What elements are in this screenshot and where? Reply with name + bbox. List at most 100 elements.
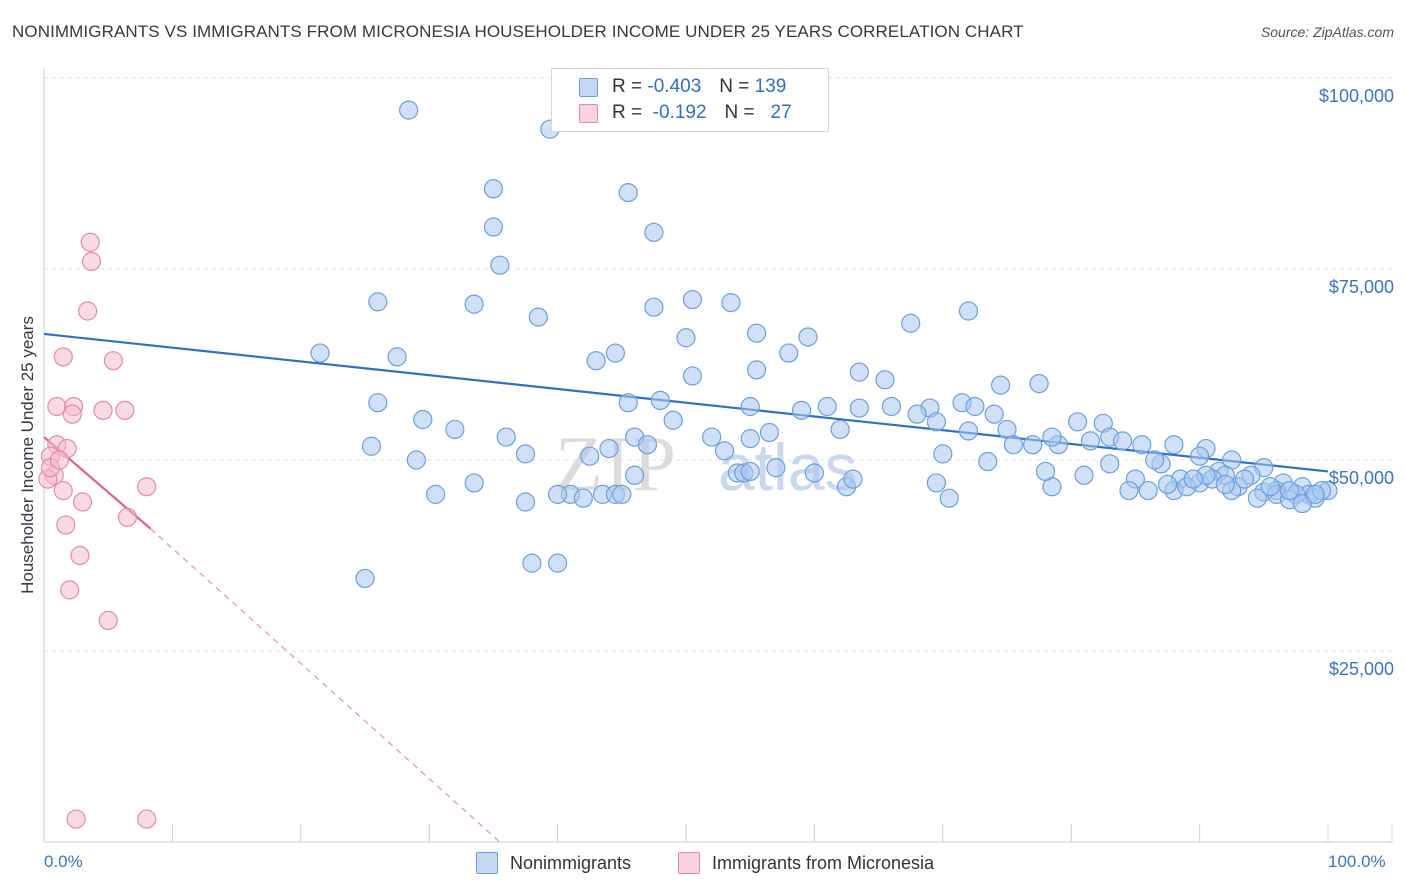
data-point — [483, 179, 503, 199]
legend-item-nonimmigrants[interactable]: Nonimmigrants — [476, 852, 631, 874]
data-point — [1164, 435, 1184, 455]
data-point — [721, 293, 741, 313]
swatch-blue — [476, 852, 498, 874]
data-point — [117, 507, 138, 527]
r-label: R = — [612, 102, 643, 123]
data-point — [650, 390, 670, 411]
data-point — [522, 553, 542, 573]
data-point — [53, 347, 73, 367]
data-point — [984, 404, 1004, 424]
data-point — [368, 393, 388, 413]
data-point — [740, 429, 760, 449]
data-point — [580, 446, 600, 466]
data-point — [1023, 435, 1043, 455]
data-point — [1132, 435, 1152, 455]
data-point — [93, 400, 113, 420]
trend-line-extension — [150, 528, 501, 843]
data-point — [1003, 435, 1024, 455]
data-point — [933, 444, 953, 464]
data-point — [80, 232, 100, 252]
data-point — [907, 404, 927, 424]
n-value: 27 — [770, 102, 792, 123]
data-point — [682, 289, 703, 310]
data-point — [990, 375, 1011, 395]
data-point — [53, 480, 73, 501]
swatch-pink — [678, 852, 700, 874]
y-axis-label: Householder Income Under 25 years — [18, 316, 37, 594]
data-point — [1080, 431, 1101, 451]
data-point — [66, 809, 86, 829]
data-point — [515, 444, 536, 464]
y-tick-100000: $100,000 — [1318, 86, 1394, 106]
data-point — [676, 328, 696, 348]
data-point — [368, 292, 388, 312]
gridlines — [44, 77, 1392, 652]
data-point — [605, 343, 625, 363]
swatch-blue — [579, 77, 598, 97]
data-point — [875, 370, 895, 390]
data-point — [926, 412, 946, 432]
data-point — [958, 301, 979, 321]
data-point — [1074, 465, 1094, 485]
data-point — [849, 362, 869, 382]
n-value: 139 — [754, 76, 787, 97]
data-point — [137, 809, 157, 829]
r-label: R = — [612, 76, 643, 97]
data-point — [547, 484, 568, 504]
data-point — [1305, 484, 1325, 504]
data-point — [70, 545, 90, 566]
data-point — [1138, 480, 1158, 501]
data-point — [310, 343, 330, 363]
data-point — [1215, 474, 1235, 495]
data-point — [759, 422, 780, 443]
data-point — [849, 398, 869, 418]
data-point — [1119, 480, 1139, 501]
data-point — [515, 492, 536, 512]
y-tick-50000: $50,000 — [1328, 468, 1394, 488]
data-point — [958, 421, 979, 441]
legend-item-micronesia[interactable]: Immigrants from Micronesia — [678, 852, 934, 874]
n-label: N = — [724, 102, 755, 123]
data-point — [804, 463, 825, 483]
y-tick-75000: $75,000 — [1328, 277, 1394, 297]
data-point — [1068, 412, 1088, 432]
data-point — [1189, 446, 1210, 466]
data-point — [618, 183, 638, 203]
data-point — [496, 427, 516, 447]
data-point — [1247, 488, 1267, 508]
data-point — [612, 484, 632, 504]
data-point — [103, 351, 123, 371]
data-point — [1035, 461, 1056, 482]
data-point — [483, 217, 503, 237]
data-point — [881, 396, 902, 417]
data-point — [115, 400, 135, 420]
data-point — [78, 301, 98, 321]
data-point — [1029, 374, 1049, 394]
data-point — [1145, 450, 1165, 470]
data-point — [926, 473, 946, 493]
data-point — [779, 343, 799, 363]
data-point — [791, 400, 812, 420]
data-point — [740, 396, 760, 417]
data-point — [747, 323, 767, 343]
data-point — [355, 568, 375, 589]
r-value: -0.403 — [647, 76, 702, 97]
data-point — [1042, 427, 1062, 447]
stats-row-micronesia: R = -0.192 N = 27 — [579, 102, 792, 124]
data-point — [798, 327, 818, 347]
data-point — [1100, 454, 1120, 474]
data-point — [901, 313, 921, 333]
stats-legend: R = -0.403 N = 139 R = -0.192 N = 27 — [551, 68, 829, 132]
data-point — [965, 396, 985, 417]
data-point — [625, 465, 645, 485]
data-point — [682, 366, 703, 386]
data-point — [618, 393, 638, 413]
data-point — [547, 553, 568, 573]
series-legend: Nonimmigrants Immigrants from Micronesia — [0, 852, 1406, 876]
data-point — [56, 515, 76, 535]
data-point — [490, 255, 510, 275]
data-point — [978, 451, 998, 472]
r-value: -0.192 — [647, 102, 707, 123]
data-point — [1157, 474, 1178, 495]
data-point — [406, 450, 426, 470]
